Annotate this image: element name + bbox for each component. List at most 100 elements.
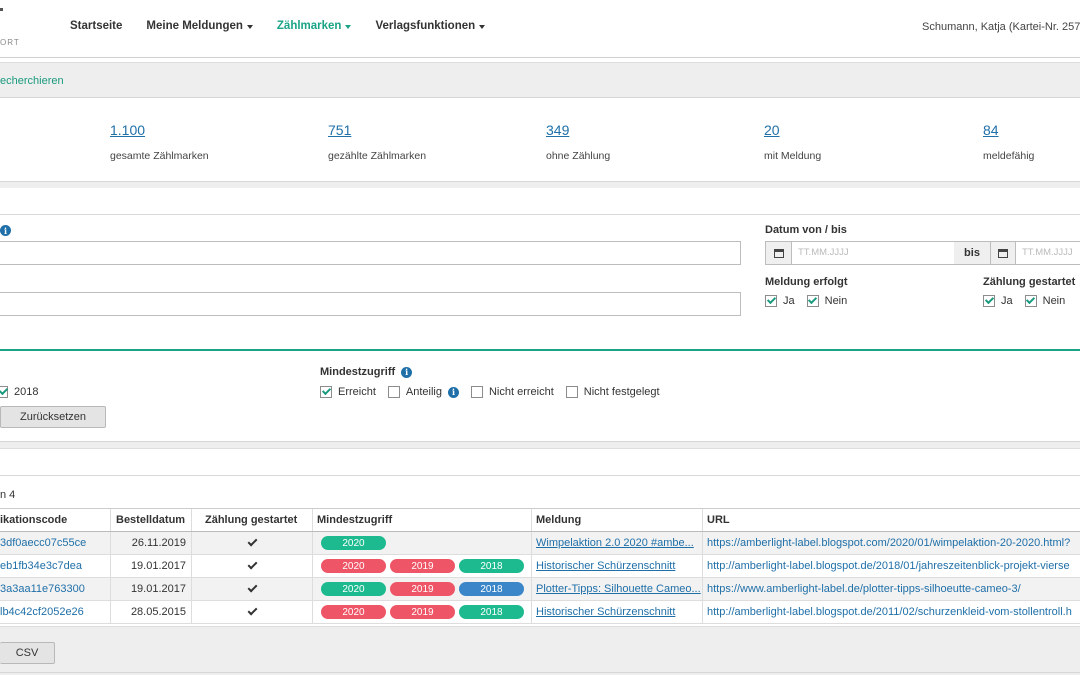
table-header-row: ikationscode Bestelldatum Zählung gestar… [0,508,1080,532]
code-cell[interactable]: 3df0aecc07c55ce [0,537,87,549]
year-2018-checkbox[interactable] [0,386,8,398]
zaehlung-checkboxes: Ja Nein [983,295,1071,307]
stat-label: meldefähig [983,150,1035,162]
pill-cell: 2020 [313,532,532,554]
column-header-zaehlung[interactable]: Zählung gestartet [192,509,313,531]
url-cell[interactable]: http://amberlight-label.blogspot.de/2018… [707,560,1070,572]
date-cell: 19.01.2017 [111,555,192,577]
stat-ohne-zaehlung: 349 ohne Zählung [546,122,610,162]
date-label: Datum von / bis [765,224,847,236]
code-cell[interactable]: eb1fb34e3c7dea [0,560,82,572]
check-icon [247,605,257,616]
checkbox-label: Nein [824,295,848,307]
meldung-link[interactable]: Historischer Schürzenschnitt [536,606,676,618]
table-row: 3df0aecc07c55ce 26.11.2019 2020 Wimpelak… [0,532,1080,555]
meldung-label: Meldung erfolgt [765,276,848,288]
stat-value[interactable]: 751 [328,122,352,138]
table-row: lb4c42cf2052e26 28.05.2015 2020 2019 2018 … [0,601,1080,624]
check-icon [247,536,257,547]
meldung-nein-checkbox[interactable] [806,295,819,307]
title-input[interactable] [0,292,741,316]
code-cell[interactable]: 3a3aa11e763300 [0,583,85,595]
meldung-ja-checkbox[interactable] [765,295,777,307]
stat-value[interactable]: 349 [546,122,570,138]
url-cell[interactable]: https://www.amberlight-label.de/plotter-… [707,583,1021,595]
info-icon[interactable]: i [447,386,459,398]
checkbox-label: 2018 [14,386,39,398]
meldung-link[interactable]: Wimpelaktion 2.0 2020 #ambe... [536,537,694,549]
url-cell[interactable]: https://amberlight-label.blogspot.com/20… [707,537,1071,549]
info-icon[interactable]: i [401,366,413,378]
year-pill: 2020 [321,582,386,596]
stat-label: ohne Zählung [546,150,611,162]
checkbox-label: Ja [783,295,795,307]
url-cell[interactable]: http://amberlight-label.blogspot.de/2011… [707,606,1072,618]
check-icon [247,582,257,593]
checkbox-label: Erreicht [338,386,376,398]
stat-gezaehlt: 751 gezählte Zählmarken [328,122,426,162]
nav-meine-meldungen[interactable]: Meine Meldungen [146,20,253,32]
breadcrumb-bar: echerchieren [0,62,1080,98]
date-range: TT.MM.JJJJ bis TT.MM.JJJJ [765,241,1080,265]
stat-value[interactable]: 20 [764,122,780,138]
info-icon[interactable]: i [0,225,11,236]
mindest-nicht-erreicht-checkbox[interactable] [470,386,483,398]
year-pill: 2019 [390,605,455,619]
year-pill: 2018 [459,605,524,619]
stat-label: gesamte Zählmarken [110,150,209,162]
mindest-label-text: Mindestzugriff [320,366,396,378]
csv-export-button[interactable]: CSV [0,642,55,664]
mindest-anteilig-checkbox[interactable] [387,386,400,398]
caret-down-icon [345,24,352,29]
stat-value[interactable]: 84 [983,122,999,138]
mindest-checkboxes: Erreicht Anteilig i Nicht erreicht Nicht… [320,386,666,398]
column-header-mindestzugriff[interactable]: Mindestzugriff [313,509,532,531]
calendar-icon[interactable] [990,242,1016,264]
mindest-nicht-festgelegt-checkbox[interactable] [565,386,578,398]
results-panel-border [0,475,1080,476]
footer-band: CSV [0,626,1080,675]
check-icon [247,559,257,570]
year-pill: 2019 [390,559,455,573]
accent-divider [0,349,1080,351]
column-header-bestelldatum[interactable]: Bestelldatum [111,509,192,531]
breadcrumb[interactable]: echerchieren [0,75,64,87]
column-header-code[interactable]: ikationscode [0,509,111,531]
code-cell[interactable]: lb4c42cf2052e26 [0,606,84,618]
meldung-link[interactable]: Historischer Schürzenschnitt [536,560,676,572]
date-from-input[interactable]: TT.MM.JJJJ [798,247,849,258]
date-to-input[interactable]: TT.MM.JJJJ [1022,247,1073,258]
stat-value[interactable]: 1.100 [110,122,146,138]
date-cell: 19.01.2017 [111,578,192,600]
nav-zaehlmarken[interactable]: Zählmarken [277,20,352,32]
column-header-meldung[interactable]: Meldung [532,509,703,531]
column-header-url[interactable]: URL [707,514,730,526]
main-nav: Startseite Meine Meldungen Zählmarken Ve… [70,20,486,32]
footer-divider [0,672,1080,673]
mindest-erreicht-checkbox[interactable] [320,386,332,398]
section-separator [0,181,1080,188]
zaehlung-nein-checkbox[interactable] [1024,295,1037,307]
checkbox-label: Nicht erreicht [488,386,554,398]
stat-mit-meldung: 20 mit Meldung [764,122,821,162]
nav-verlagsfunktionen[interactable]: Verlagsfunktionen [375,20,486,32]
checkbox-label: Nein [1042,295,1066,307]
date-cell: 28.05.2015 [111,601,192,623]
nav-startseite[interactable]: Startseite [70,20,123,32]
result-count: n 4 [0,489,16,501]
checkbox-label: Anteilig [405,386,442,398]
filter-panel-border [0,214,1080,215]
date-cell: 26.11.2019 [111,532,192,554]
search-input[interactable] [0,241,741,265]
calendar-icon[interactable] [766,242,792,264]
zaehlung-label: Zählung gestartet [983,276,1076,288]
stat-gesamt: 1.100 gesamte Zählmarken [110,122,209,162]
year-pill: 2020 [321,605,386,619]
zaehlung-ja-checkbox[interactable] [983,295,995,307]
user-name[interactable]: Schumann, Katja (Kartei-Nr. 2570 [922,21,1080,33]
year-pill: 2018 [459,559,524,573]
checkbox-label: Ja [1001,295,1013,307]
meldung-link[interactable]: Plotter-Tipps: Silhouette Cameo... [536,583,701,595]
reset-button[interactable]: Zurücksetzen [0,406,106,428]
